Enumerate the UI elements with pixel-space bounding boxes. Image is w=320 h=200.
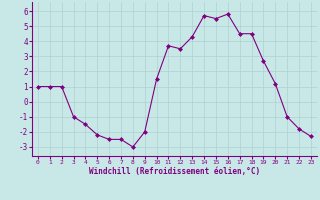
X-axis label: Windchill (Refroidissement éolien,°C): Windchill (Refroidissement éolien,°C): [89, 167, 260, 176]
